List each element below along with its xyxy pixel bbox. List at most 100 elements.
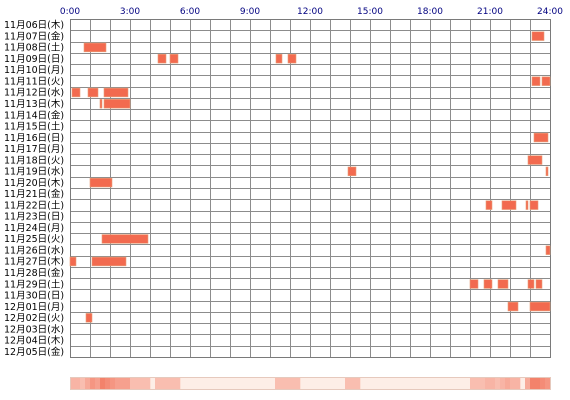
hour-tick-label: 15:00: [357, 7, 383, 17]
activity-block: [545, 166, 549, 177]
day-label: 11月14日(金): [4, 109, 64, 121]
summary-strip-segment: [480, 377, 486, 389]
summary-strip-segment: [80, 377, 86, 389]
summary-strip-segment: [125, 377, 131, 389]
activity-block: [531, 31, 545, 41]
activity-block: [529, 200, 539, 210]
day-label: 11月09日(日): [4, 54, 64, 65]
summary-strip-segment: [85, 377, 91, 389]
summary-strip-segment: [135, 377, 141, 389]
summary-strip-segment: [90, 377, 96, 389]
day-label: 11月13日(木): [4, 98, 64, 110]
activity-block: [83, 42, 107, 53]
activity-block: [85, 313, 93, 323]
day-label: 12月01日(月): [4, 302, 64, 313]
day-label: 11月30日(日): [4, 291, 64, 302]
day-label: 11月29日(土): [4, 278, 64, 290]
summary-strip-segment: [165, 377, 171, 389]
summary-strip-segment: [115, 377, 121, 389]
hour-tick-label: 21:00: [477, 7, 503, 17]
day-label: 11月27日(木): [4, 256, 64, 268]
activity-block: [497, 279, 509, 289]
activity-block: [527, 155, 543, 165]
activity-block: [71, 87, 81, 98]
summary-strip-segment: [95, 377, 101, 389]
day-label: 12月04日(木): [4, 335, 64, 347]
summary-strip-segment: [160, 377, 166, 389]
day-label: 12月02日(火): [4, 313, 64, 324]
summary-strip-segment: [530, 377, 536, 389]
summary-strip-segment: [545, 377, 551, 389]
summary-strip-segment: [70, 377, 76, 389]
summary-strip-segment: [105, 377, 111, 389]
activity-block: [287, 53, 297, 64]
day-label: 11月19日(水): [4, 166, 64, 178]
activity-block: [69, 256, 77, 267]
activity-block: [169, 53, 179, 64]
summary-strip-segment: [355, 377, 361, 389]
activity-block: [89, 177, 113, 188]
day-label: 11月25日(火): [4, 234, 64, 245]
activity-block: [103, 99, 131, 109]
activity-block: [507, 301, 519, 312]
day-label: 12月05日(金): [4, 346, 64, 358]
summary-strip-segment: [100, 377, 106, 389]
summary-strip-background: [70, 377, 550, 389]
activity-block: [103, 87, 129, 98]
day-label: 11月22日(土): [4, 199, 64, 211]
summary-strip-segment: [155, 377, 161, 389]
day-label: 11月21日(金): [4, 188, 64, 200]
day-label: 11月17日(月): [4, 144, 64, 155]
day-label: 11月10日(月): [4, 65, 64, 76]
activity-block: [275, 53, 283, 64]
activity-block: [347, 166, 357, 177]
day-label: 11月07日(金): [4, 30, 64, 42]
chart-frame: [70, 19, 551, 358]
activity-block: [525, 200, 529, 210]
summary-strip-segment: [535, 377, 541, 389]
activity-block: [101, 234, 149, 244]
day-label: 11月26日(水): [4, 244, 64, 256]
hour-tick-label: 18:00: [417, 7, 443, 17]
summary-strip-segment: [345, 377, 351, 389]
summary-strip-segment: [175, 377, 181, 389]
summary-strip-segment: [540, 377, 546, 389]
activity-block: [535, 279, 543, 289]
summary-strip-segment: [120, 377, 126, 389]
summary-strip-segment: [280, 377, 286, 389]
day-label: 11月20日(木): [4, 177, 64, 189]
summary-strip-segment: [470, 377, 476, 389]
activity-block: [99, 99, 103, 109]
summary-strip-segment: [350, 377, 356, 389]
summary-strip-segment: [485, 377, 491, 389]
summary-strip-segment: [290, 377, 296, 389]
activity-block: [529, 301, 551, 312]
activity-block: [541, 76, 551, 86]
day-label: 11月12日(水): [4, 87, 64, 99]
day-label: 11月16日(日): [4, 133, 64, 144]
summary-strip-segment: [145, 377, 151, 389]
activity-block: [533, 132, 549, 143]
activity-block: [483, 279, 493, 289]
summary-strip-segment: [285, 377, 291, 389]
summary-strip-segment: [475, 377, 481, 389]
activity-block: [527, 279, 535, 289]
summary-strip-segment: [275, 377, 281, 389]
day-label: 11月08日(土): [4, 42, 64, 54]
hour-tick-label: 12:00: [297, 7, 323, 17]
day-label: 11月15日(土): [4, 121, 64, 133]
hour-tick-label: 0:00: [60, 7, 80, 17]
summary-strip-frame: [70, 377, 551, 390]
summary-strip-segment: [500, 377, 506, 389]
summary-strip-segment: [525, 377, 531, 389]
hour-tick-label: 9:00: [240, 7, 260, 17]
hour-tick-label: 6:00: [180, 7, 200, 17]
day-label: 11月24日(月): [4, 223, 64, 234]
day-label: 12月03日(水): [4, 323, 64, 335]
activity-block: [91, 256, 127, 267]
activity-block: [485, 200, 493, 210]
summary-strip-segment: [505, 377, 511, 389]
hour-tick-label: 24:00: [537, 7, 563, 17]
